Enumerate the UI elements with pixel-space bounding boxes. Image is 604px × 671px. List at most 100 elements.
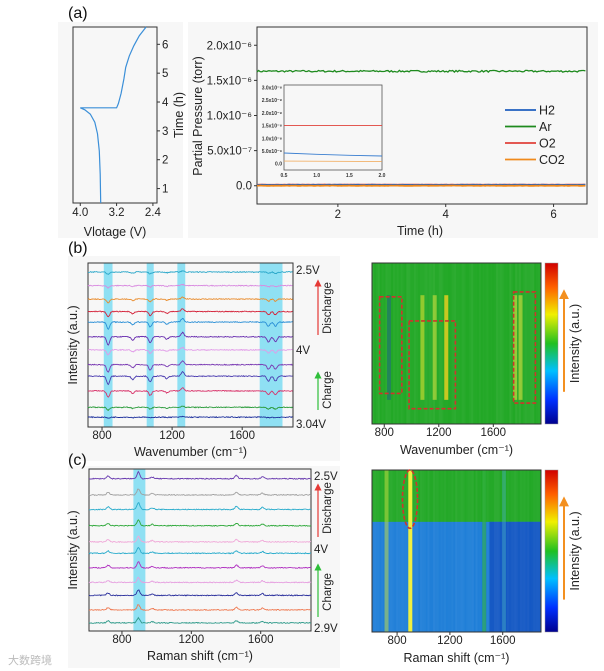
ftir-heatmap-cell <box>452 263 455 424</box>
raman-heatmap-cell <box>475 470 478 632</box>
ftir-heatmap-cell <box>437 263 439 424</box>
raman-heatmap-cell <box>514 470 517 632</box>
raman-heatmap-cell <box>373 470 376 632</box>
raman-heatmap-cell <box>420 470 423 632</box>
highlight-band <box>133 469 146 631</box>
raman-heatmap-cell <box>416 470 419 632</box>
ftir-heatmap-cell <box>406 263 409 424</box>
raman-heatmap-cell <box>412 470 415 632</box>
raman-heatmap-cell <box>469 470 472 632</box>
voltage-label-bottom: 3.04V <box>296 419 326 431</box>
voltage-label-mid: 4V <box>296 345 310 357</box>
ftir-heatmap-frame <box>371 262 542 425</box>
raman-heatmap-cell <box>450 470 452 632</box>
legend-label: H2 <box>539 104 555 118</box>
ftir-x-tick-label: 800 <box>92 430 111 442</box>
y-axis-title: Time (h) <box>172 92 186 138</box>
raman-colorbar <box>544 469 559 633</box>
ftir-heatmap-cell <box>431 263 434 424</box>
time-x-tick-label: 6 <box>550 209 556 221</box>
ftir-heatmap-cell <box>387 263 390 424</box>
legend-label: O2 <box>539 137 556 151</box>
voltage-x-tick-label: 2.4 <box>145 207 162 219</box>
spectrum-trace <box>87 405 293 412</box>
time-y-tick-label: 2 <box>162 155 168 167</box>
ftir-heatmap-cell <box>403 263 405 424</box>
x-axis-title: Wavenumber (cm⁻¹) <box>400 443 513 457</box>
raman-heatmap-cell <box>495 470 498 632</box>
raman-heatmap-cell <box>535 470 537 632</box>
time-y-tick-label: 6 <box>162 39 168 51</box>
spectrum-trace <box>87 308 293 318</box>
ftir-heatmap-cell <box>479 263 481 424</box>
ftir-heatmap-cell <box>490 263 492 424</box>
raman-heatmap-cell <box>503 470 506 632</box>
raman-x-tick-label: 1600 <box>490 635 516 647</box>
raman-heatmap-frame <box>371 469 542 633</box>
ftir-heatmap-cell <box>438 263 441 424</box>
raman-heatmap-cell <box>471 470 474 632</box>
spectrum-trace <box>87 331 293 346</box>
ftir-heatmap-cell <box>526 263 529 424</box>
raman-heatmap-cell <box>536 470 539 632</box>
ftir-heatmap-cell <box>383 263 385 424</box>
ftir-heatmap-stripe <box>432 295 437 400</box>
voltage-x-tick-label: 3.2 <box>109 207 125 219</box>
series-line-ar <box>256 69 586 74</box>
charge-label: Charge <box>322 371 334 409</box>
voltage-plot-frame <box>72 26 158 204</box>
ftir-heatmap-bg <box>372 263 541 424</box>
raman-plot-frame <box>88 468 312 632</box>
raman-heatmap-cell <box>464 470 466 632</box>
raman-heatmap-cell <box>497 470 500 632</box>
raman-x-tick-label: 1200 <box>437 635 463 647</box>
highlight-band <box>177 263 186 427</box>
raman-heatmap-cell <box>486 470 489 632</box>
raman-heatmap-cell <box>414 470 417 632</box>
raman-heatmap-cell <box>440 470 442 632</box>
charge-label: Charge <box>322 573 334 611</box>
inset-y-tick-label: 2.5x10⁻⁸ <box>262 98 283 104</box>
raman-heatmap-cell <box>522 470 524 632</box>
ftir-x-tick-label: 1200 <box>426 427 452 439</box>
raman-heatmap-cell <box>518 470 520 632</box>
raman-x-tick-label: 1200 <box>179 634 205 646</box>
ftir-heatmap-cell <box>460 263 462 424</box>
ftir-heatmap-cell <box>469 263 471 424</box>
ftir-x-tick-label: 1600 <box>229 430 255 442</box>
ftir-heatmap-cell <box>471 263 474 424</box>
spectrum-trace <box>88 519 312 527</box>
spectrum-trace <box>88 488 312 497</box>
panel-label-b: (b) <box>68 240 88 257</box>
ftir-heatmap-cell <box>399 263 401 424</box>
time-x-tick-label: 4 <box>443 209 450 221</box>
inset-line-h2 <box>283 152 383 157</box>
ftir-heatmap-cell <box>376 263 378 424</box>
raman-heatmap-cell <box>432 470 435 632</box>
ftir-heatmap-cell <box>416 263 418 424</box>
raman-heatmap-cell <box>533 470 535 632</box>
inset-y-tick-label: 3.0x10⁻⁸ <box>262 86 283 92</box>
raman-heatmap-cell <box>492 470 494 632</box>
spectrum-trace <box>88 561 312 569</box>
raman-heatmap-region <box>489 521 541 632</box>
panel-label-c: (c) <box>68 452 87 469</box>
ftir-x-tick-label: 800 <box>375 427 394 439</box>
panel-label-a: (a) <box>68 5 88 22</box>
inset-y-tick-label: 1.5x10⁻⁸ <box>262 124 283 130</box>
dashed-highlight-box <box>512 291 537 404</box>
raman-heatmap-cell <box>435 470 437 632</box>
ftir-heatmap-cell <box>461 263 464 424</box>
inset-y-tick-label: 2.0x10⁻⁸ <box>262 111 283 117</box>
raman-heatmap-cell <box>427 470 430 632</box>
watermark: 大数跨境 <box>8 653 52 667</box>
ftir-heatmap-stripe <box>513 295 518 400</box>
spectrum-trace <box>88 470 312 480</box>
ftir-heatmap-cell <box>486 263 488 424</box>
inset-x-tick-label: 1.5 <box>346 173 353 179</box>
ftir-x-tick-label: 1200 <box>159 430 185 442</box>
y-axis-title: Intensity (a.u.) <box>66 510 80 589</box>
inset-y-tick-label: 5.0x10⁻⁹ <box>262 149 283 155</box>
spectrum-trace <box>87 360 293 373</box>
voltage-curve <box>80 26 147 204</box>
